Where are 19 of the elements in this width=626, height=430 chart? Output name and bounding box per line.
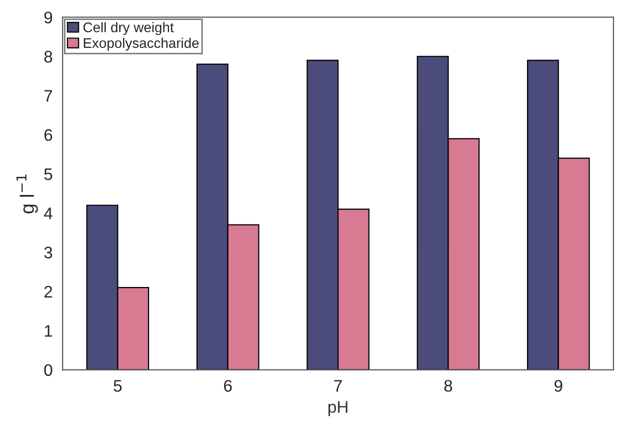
y-axis-title: g l$^{−1}$ (16, 174, 38, 214)
y-tick-label: 6 (44, 129, 52, 141)
y-tick-label: 7 (44, 90, 52, 102)
y-tick-label: 8 (44, 50, 52, 63)
y-tick-label: 3 (44, 246, 52, 258)
legend-label: Exopolysaccharide (84, 38, 199, 51)
x-tick-label: 9 (554, 380, 562, 392)
y-tick-label: 4 (44, 208, 52, 220)
x-axis-title: pH (328, 401, 348, 416)
x-tick-label: 5 (114, 380, 122, 392)
x-tick-label: 8 (444, 380, 452, 392)
y-tick-label: 1 (44, 325, 52, 337)
legend-label: Cell dry weight (83, 22, 174, 36)
y-tick-label: 9 (44, 12, 52, 24)
y-tick-label: 2 (44, 286, 52, 298)
x-tick-label: 7 (334, 380, 342, 392)
y-tick-label: 5 (44, 168, 52, 180)
x-tick-label: 6 (224, 380, 232, 392)
y-tick-label: 0 (44, 364, 52, 376)
